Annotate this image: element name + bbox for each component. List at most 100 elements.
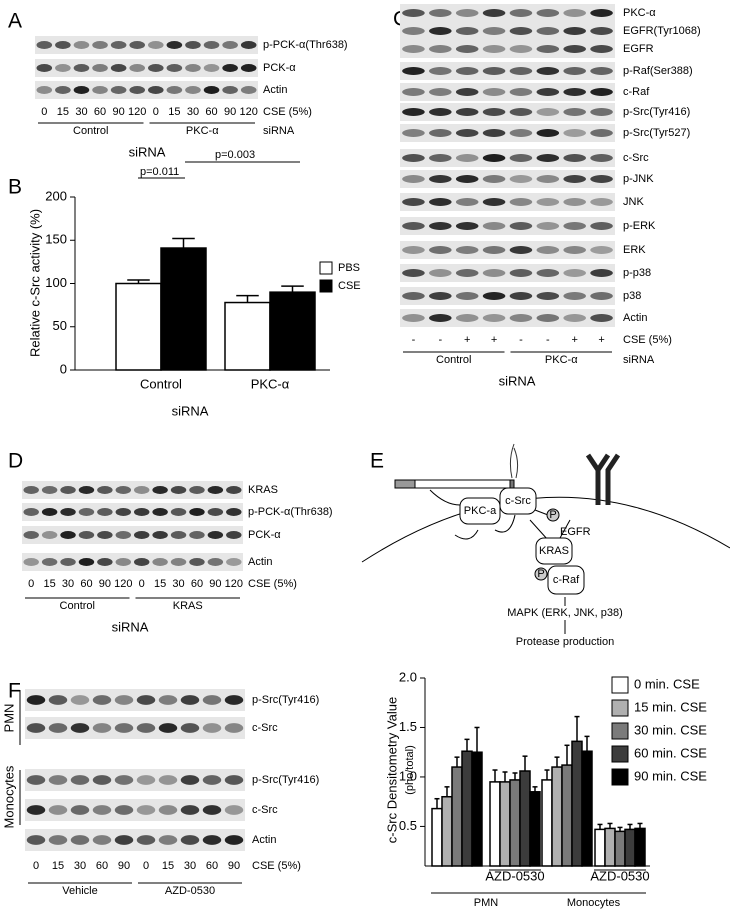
blot-band (203, 41, 220, 49)
blot-band (36, 41, 53, 49)
blot-band (136, 835, 156, 845)
blot-band (563, 27, 586, 35)
blot-band (402, 27, 425, 35)
blot-band (147, 64, 164, 72)
bar (529, 791, 541, 867)
blot-strip (400, 124, 615, 142)
blot-band (563, 222, 586, 230)
output-label: Protease production (516, 636, 614, 648)
blot-band (240, 41, 257, 49)
blot-band (429, 88, 452, 96)
blot-band (226, 508, 242, 516)
membrane (361, 496, 730, 563)
blot-strip (35, 81, 258, 99)
blot-band (26, 695, 46, 705)
arrow (534, 509, 549, 516)
blot-band (48, 723, 68, 733)
diagram-node (499, 487, 537, 515)
y-tick-label: 200 (45, 188, 67, 203)
blot-band (129, 86, 146, 94)
blot-band (180, 775, 200, 785)
blot-band (509, 154, 533, 162)
blot-band (115, 558, 132, 566)
blot-band (226, 558, 242, 566)
blot-band (133, 486, 150, 494)
blot-band (133, 508, 150, 516)
blot-band (482, 108, 506, 116)
blot-band (509, 9, 533, 17)
blot-band (55, 64, 71, 72)
y-tick-label: 50 (53, 318, 67, 333)
blot-band (402, 45, 425, 53)
phospho-site (534, 567, 548, 581)
blot-band (180, 695, 200, 705)
blot-band (207, 486, 224, 494)
blot-band (224, 695, 244, 705)
blot-band (97, 486, 113, 494)
y-tick-label: 0 (60, 361, 67, 376)
blot-band (429, 129, 452, 137)
lane-label: + (491, 334, 497, 346)
group-label: AZD-0530 (165, 885, 215, 897)
bar (441, 795, 453, 867)
blot-band (185, 86, 201, 94)
blot-row-label: p-PCK-α(Thr638) (263, 39, 348, 51)
blot-band (114, 805, 134, 815)
bar (594, 828, 606, 867)
lane-label: 90 (228, 860, 240, 872)
blot-band (509, 246, 533, 254)
lane-label: 30 (75, 106, 87, 118)
blot-strip (400, 264, 615, 282)
blot-band (23, 531, 39, 539)
blot-band (203, 86, 220, 94)
blot-band (563, 175, 586, 183)
legend-swatch (319, 261, 333, 275)
blot-band (110, 64, 127, 72)
blot-band (590, 108, 613, 116)
blot-band (189, 486, 205, 494)
lane-label: 120 (240, 106, 258, 118)
blot-band (455, 246, 479, 254)
blot-band (70, 723, 90, 733)
blot-band (92, 41, 108, 49)
blot-band (590, 269, 613, 277)
blot-band (158, 805, 178, 815)
lane-label: 60 (205, 106, 217, 118)
blot-band (563, 88, 586, 96)
lane-label: 60 (80, 578, 92, 590)
panel-label: E (370, 450, 384, 473)
blot-strip (400, 103, 615, 121)
blot-band (222, 86, 238, 94)
blot-row-label: Actin (263, 84, 287, 96)
blot-band (482, 154, 506, 162)
blot-strip (400, 4, 615, 22)
blot-band (189, 508, 205, 516)
blot-band (158, 695, 178, 705)
blot-band (482, 198, 506, 206)
smoke (509, 443, 519, 479)
blot-band (429, 269, 452, 277)
panel-label: D (8, 450, 23, 473)
lane-label: 90 (209, 578, 221, 590)
blot-band (203, 64, 220, 72)
blot-row-label: p-Src(Tyr416) (252, 774, 319, 786)
y-tick-label: 2.0 (399, 669, 417, 684)
blot-band (114, 835, 134, 845)
blot-band (60, 531, 76, 539)
blot-band (23, 558, 39, 566)
blot-band (136, 805, 156, 815)
bar (604, 827, 616, 867)
blot-band (207, 508, 224, 516)
blot-row-label: Actin (248, 556, 272, 568)
blot-strip (400, 149, 615, 167)
blot-band (97, 531, 113, 539)
blot-band (70, 805, 90, 815)
blot-row-label: KRAS (248, 484, 278, 496)
blot-row-label: c-Src (252, 804, 278, 816)
blot-band (170, 486, 187, 494)
blot-band (455, 67, 479, 75)
blot-band (226, 486, 242, 494)
group-label: Control (73, 125, 108, 137)
blot-row-label: Actin (252, 834, 276, 846)
blot-band (590, 154, 613, 162)
